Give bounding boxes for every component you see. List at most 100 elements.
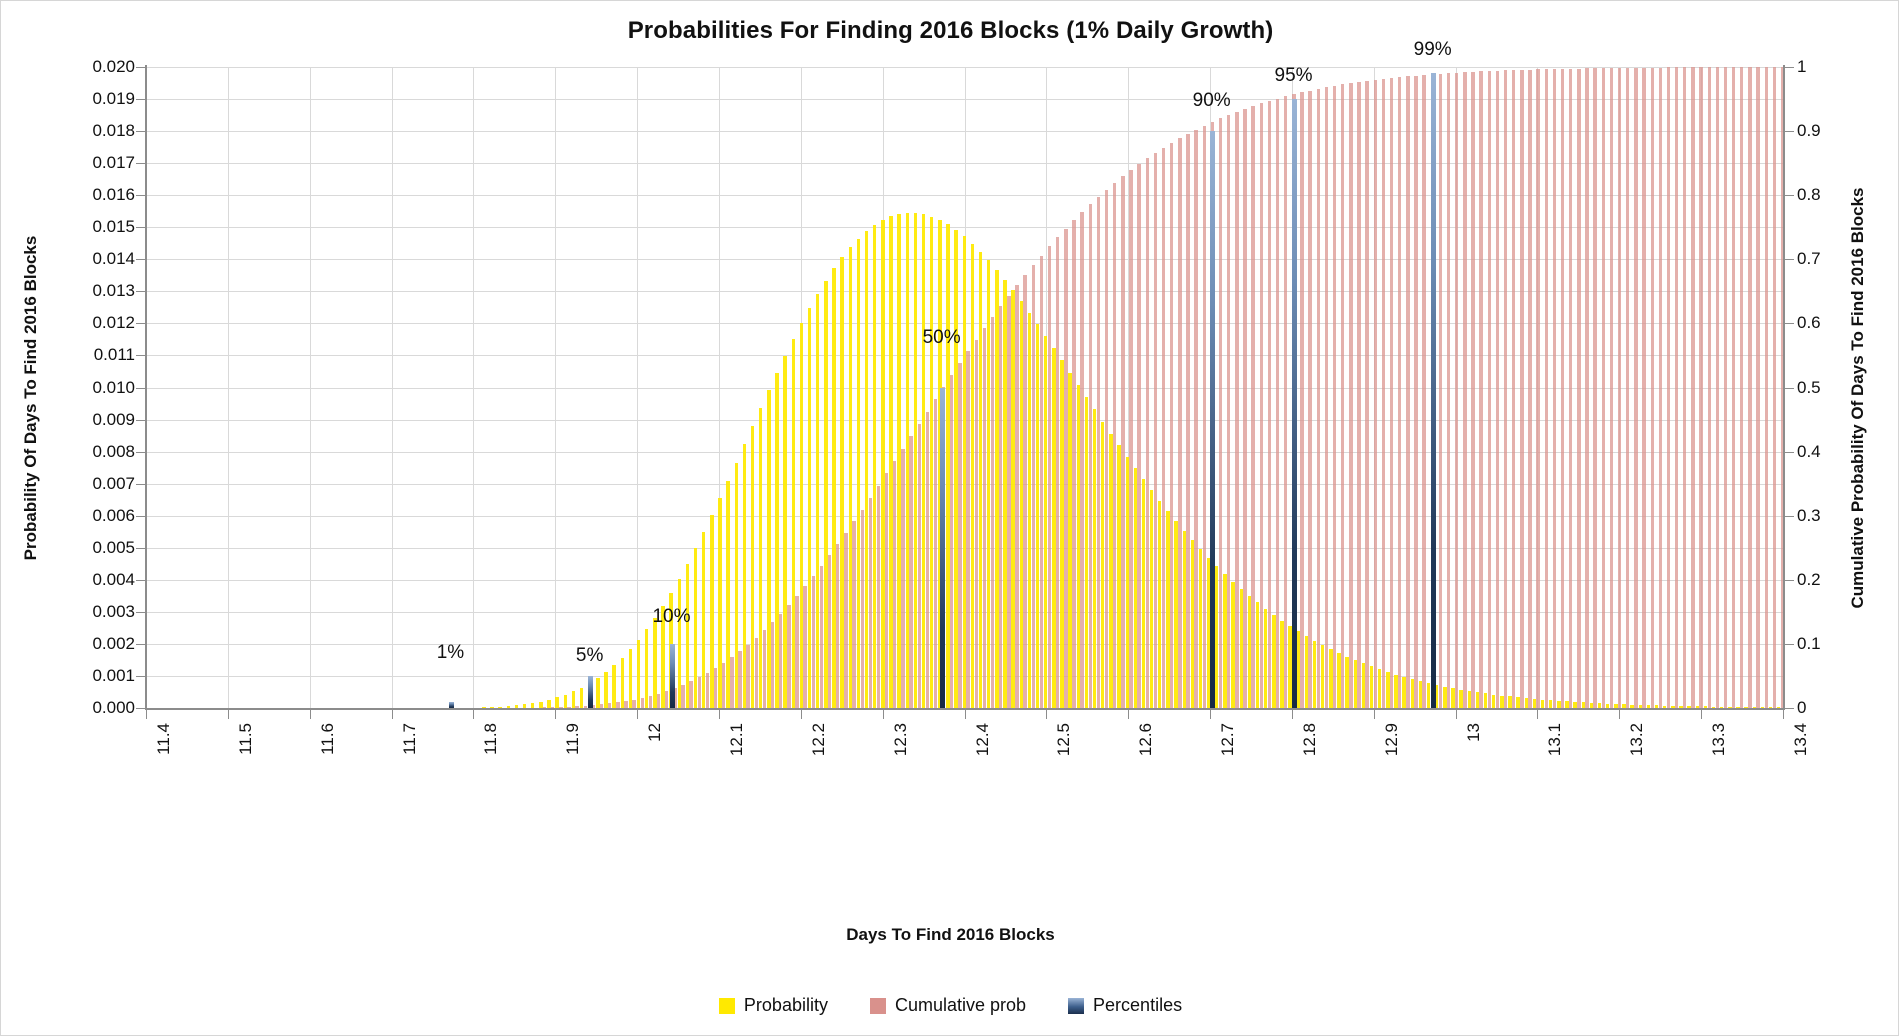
bar-probability: [1744, 706, 1748, 708]
bar-cumulative: [860, 509, 864, 708]
y-axis-left-tick-mark: [136, 579, 145, 581]
bar-cumulative: [1731, 67, 1736, 708]
bar-probability: [1483, 693, 1488, 708]
chart-legend: Probability Cumulative prob Percentiles: [1, 995, 1899, 1016]
legend-item[interactable]: Percentiles: [1068, 995, 1182, 1016]
bar-cumulative: [648, 695, 653, 708]
x-axis-tick-mark: [227, 710, 229, 719]
bar-cumulative: [608, 703, 612, 708]
y-axis-right-tick-label: 0.9: [1797, 121, 1821, 141]
bar-probability: [962, 236, 967, 708]
bar-probability: [1777, 707, 1781, 708]
bar-percentile-95pct: [1291, 99, 1297, 708]
bar-probability: [1557, 700, 1561, 708]
bar-probability: [1060, 360, 1064, 708]
bar-probability: [644, 629, 649, 708]
y-axis-left-tick-label: 0.018: [92, 121, 135, 141]
x-axis-tick-mark: [1128, 710, 1130, 719]
y-axis-left-tick-mark: [136, 419, 145, 421]
bar-cumulative: [1544, 69, 1549, 708]
bar-probability: [1500, 695, 1504, 708]
bar-probability: [824, 280, 828, 708]
y-axis-left-tick-mark: [136, 515, 145, 517]
bar-cumulative: [1137, 164, 1141, 708]
bar-cumulative: [1055, 237, 1060, 708]
bar-cumulative: [1512, 70, 1516, 708]
bar-cumulative: [542, 707, 547, 708]
y-axis-left-tick-mark: [136, 483, 145, 485]
percentile-label-1pct: 1%: [436, 641, 465, 663]
y-axis-left-tick-label: 0.011: [93, 345, 135, 365]
bar-probability: [921, 214, 926, 708]
bar-cumulative: [1023, 275, 1027, 708]
bar-cumulative: [1381, 78, 1386, 708]
bar-probability: [1646, 705, 1651, 708]
legend-item[interactable]: Probability: [718, 995, 828, 1016]
bar-probability: [1394, 674, 1398, 708]
bar-cumulative: [762, 630, 767, 708]
legend-label: Percentiles: [1093, 995, 1183, 1015]
bar-probability: [685, 564, 690, 708]
bar-probability: [1345, 656, 1349, 708]
bar-probability: [1320, 645, 1325, 708]
bar-probability: [718, 498, 722, 708]
y-axis-left-line: [145, 65, 147, 710]
bar-cumulative: [852, 521, 856, 708]
bar-probability: [832, 268, 836, 708]
y-axis-left-tick-label: 0.008: [92, 441, 135, 461]
bar-probability: [1296, 631, 1300, 708]
bar-cumulative: [1601, 68, 1606, 708]
x-axis-tick-label: 12.9: [1381, 723, 1401, 757]
bar-probability: [1524, 698, 1528, 708]
bar-cumulative: [673, 688, 677, 708]
bar-probability: [1247, 595, 1252, 708]
bar-probability: [1044, 336, 1048, 708]
bar-cumulative: [616, 702, 620, 708]
bar-probability: [767, 390, 771, 708]
y-axis-right-tick-label: 0.6: [1797, 313, 1821, 333]
x-axis-tick-label: 11.4: [154, 723, 173, 755]
bar-cumulative: [795, 595, 799, 708]
bar-probability: [750, 426, 755, 708]
bar-cumulative: [1031, 265, 1035, 708]
bar-cumulative: [689, 681, 693, 708]
bar-probability: [1377, 669, 1382, 708]
plot-area: 1% 5% 10% 50% 90% 95% 99%: [146, 39, 1785, 709]
bar-probability: [636, 639, 641, 708]
bar-probability: [775, 372, 779, 708]
bar-probability: [514, 705, 519, 708]
bar-cumulative: [787, 604, 791, 708]
x-axis-tick-mark: [473, 710, 475, 719]
bar-cumulative: [697, 677, 702, 708]
x-axis-tick-label: 13.1: [1545, 723, 1565, 757]
bar-probability: [1703, 706, 1708, 708]
bar-cumulative: [1308, 90, 1312, 708]
bar-cumulative: [1772, 67, 1777, 708]
x-axis-tick-label: 13: [1463, 723, 1483, 742]
bar-cumulative: [738, 651, 742, 708]
bar-probability: [905, 212, 909, 708]
bar-cumulative: [1479, 71, 1483, 708]
bar-cumulative: [1495, 70, 1500, 708]
bar-probability: [1272, 614, 1276, 708]
bar-cumulative: [868, 497, 873, 708]
x-axis-tick-mark: [391, 710, 393, 719]
bar-cumulative: [974, 339, 978, 708]
x-axis-tick-mark: [964, 710, 966, 719]
bar-probability: [1491, 694, 1496, 708]
y-axis-left-tick-mark: [136, 227, 145, 229]
bar-probability: [913, 212, 918, 708]
x-axis-tick-mark: [718, 710, 720, 719]
bar-cumulative: [681, 685, 685, 708]
legend-item[interactable]: Cumulative prob: [869, 995, 1026, 1016]
bar-probability: [848, 247, 852, 708]
bar-cumulative: [803, 586, 807, 708]
bar-cumulative: [1756, 67, 1760, 708]
bar-cumulative: [1161, 147, 1166, 708]
y-axis-left-tick-mark: [136, 131, 145, 133]
y-axis-left-tick-label: 0.014: [92, 249, 135, 269]
bar-probability: [1125, 456, 1129, 708]
bar-probability: [1532, 698, 1537, 708]
bar-probability: [1614, 704, 1618, 708]
bar-probability: [1288, 626, 1292, 708]
